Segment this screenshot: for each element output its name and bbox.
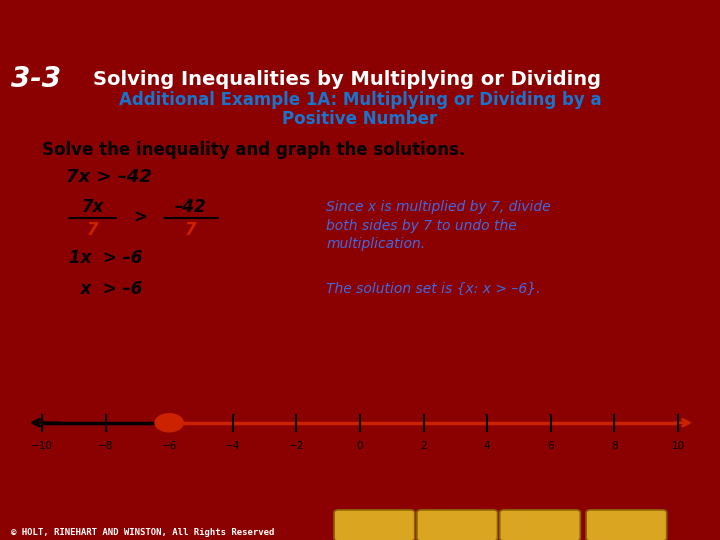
Text: both sides by 7 to undo the: both sides by 7 to undo the: [326, 219, 517, 233]
FancyBboxPatch shape: [334, 510, 415, 540]
Text: Solving Inequalities by Multiplying or Dividing: Solving Inequalities by Multiplying or D…: [93, 70, 600, 89]
Text: 7x: 7x: [81, 198, 104, 216]
Text: −6: −6: [161, 441, 177, 451]
Text: 7: 7: [87, 221, 99, 239]
Text: Preview: Preview: [518, 521, 562, 530]
FancyBboxPatch shape: [417, 510, 498, 540]
Text: Since x is multiplied by 7, divide: Since x is multiplied by 7, divide: [326, 200, 551, 214]
Text: © HOLT, RINEHART AND WINSTON, All Rights Reserved: © HOLT, RINEHART AND WINSTON, All Rights…: [11, 528, 274, 537]
Text: −10: −10: [31, 441, 53, 451]
Text: multiplication.: multiplication.: [326, 237, 426, 251]
Text: −8: −8: [98, 441, 113, 451]
Text: < Back: < Back: [356, 521, 393, 530]
Text: 6: 6: [547, 441, 554, 451]
FancyBboxPatch shape: [500, 510, 580, 540]
Text: Main: Main: [613, 521, 639, 530]
Text: −2: −2: [289, 441, 304, 451]
Circle shape: [154, 413, 184, 433]
Text: 8: 8: [611, 441, 618, 451]
Text: Additional Example 1A: Multiplying or Dividing by a: Additional Example 1A: Multiplying or Di…: [119, 91, 601, 109]
Text: Solve the inequality and graph the solutions.: Solve the inequality and graph the solut…: [42, 141, 465, 159]
Text: 7: 7: [185, 221, 197, 239]
Text: >: >: [133, 209, 147, 227]
Text: 0: 0: [356, 441, 364, 451]
FancyBboxPatch shape: [586, 510, 667, 540]
Text: The solution set is {x: x > –6}.: The solution set is {x: x > –6}.: [326, 281, 541, 295]
Text: 3-3: 3-3: [12, 65, 61, 93]
Text: −4: −4: [225, 441, 240, 451]
Text: x  > –6: x > –6: [69, 280, 143, 298]
Text: Positive Number: Positive Number: [282, 111, 438, 129]
Text: 7x > –42: 7x > –42: [66, 168, 151, 186]
Text: 10: 10: [672, 441, 685, 451]
Text: –42: –42: [175, 198, 207, 216]
Text: 2: 2: [420, 441, 427, 451]
Text: 4: 4: [484, 441, 490, 451]
Text: Next >: Next >: [438, 521, 476, 530]
Text: 1x  > –6: 1x > –6: [69, 248, 143, 267]
